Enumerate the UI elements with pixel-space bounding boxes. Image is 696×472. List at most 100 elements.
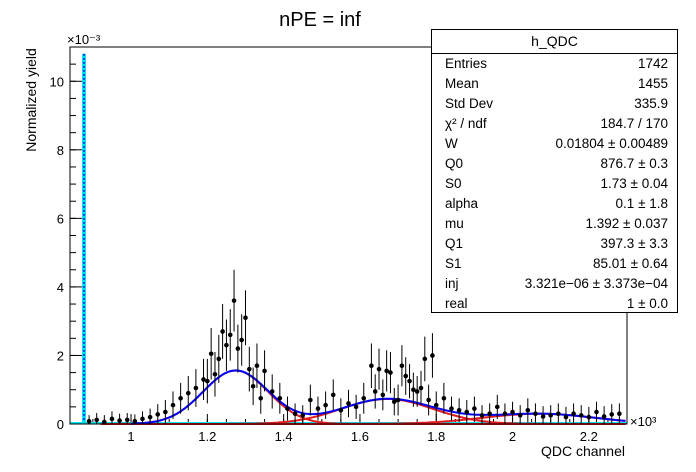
data-point	[510, 409, 515, 415]
stats-row: Std Dev 335.9	[432, 94, 677, 114]
data-point	[372, 389, 378, 394]
data-point	[185, 390, 191, 396]
stats-row-label: Std Dev	[445, 96, 494, 111]
x-tick-label: 2.2	[580, 429, 598, 444]
data-point	[422, 356, 428, 362]
data-point	[609, 412, 615, 417]
stats-row-label: Q1	[445, 236, 464, 251]
data-point	[109, 416, 115, 422]
stats-row-label: W	[445, 136, 458, 151]
data-point	[586, 414, 592, 420]
stats-row: mu 1.392 ± 0.037	[432, 214, 677, 234]
data-point	[300, 413, 306, 418]
data-point	[361, 395, 367, 401]
x-tick-label: 1.6	[351, 429, 369, 444]
x-tick-label: 1.4	[275, 429, 293, 444]
data-point	[449, 406, 454, 411]
data-point	[399, 363, 405, 369]
data-point	[201, 377, 206, 382]
data-point	[155, 412, 161, 417]
stats-row-label: S1	[445, 256, 462, 271]
data-point	[250, 384, 256, 389]
y-tick-label: 2	[57, 348, 64, 363]
data-point	[86, 418, 92, 424]
data-point	[556, 411, 561, 417]
data-point	[502, 411, 508, 417]
data-point	[224, 342, 229, 348]
data-point	[323, 402, 328, 408]
y-tick-label: 6	[57, 211, 64, 226]
stats-row: Q1 397.3 ± 3.3	[432, 234, 677, 254]
stats-box-title: h_QDC	[432, 30, 677, 54]
data-point	[540, 414, 546, 419]
stats-row: inj 3.321e−06 ± 3.373e−04	[432, 274, 677, 294]
data-point	[487, 411, 492, 417]
data-point	[231, 298, 237, 303]
data-point	[517, 413, 523, 418]
stats-row-value: 3.321e−06 ± 3.373e−04	[524, 276, 668, 291]
stats-row: χ² / ndf 184.7 / 170	[432, 114, 677, 134]
data-point	[216, 356, 222, 362]
data-point	[563, 414, 569, 420]
data-point	[285, 406, 290, 411]
data-point	[220, 329, 225, 334]
stats-row-label: S0	[445, 176, 462, 191]
data-point	[94, 417, 100, 423]
data-point	[308, 397, 313, 403]
data-point	[433, 402, 439, 408]
stats-row-value: 1 ± 0.0	[626, 296, 668, 311]
y-tick-label: 4	[57, 280, 64, 295]
chart-title: nPE = inf	[279, 9, 361, 31]
y-tick-label: 10	[50, 74, 64, 89]
y-axis-multiplier: ×10⁻³	[67, 32, 101, 47]
data-point	[494, 404, 500, 410]
data-point	[395, 397, 401, 403]
data-point	[369, 363, 374, 369]
stats-row: S0 1.73 ± 0.04	[432, 174, 677, 194]
data-point	[330, 392, 336, 398]
stats-row: Mean 1455	[432, 74, 677, 94]
data-point	[208, 351, 214, 357]
data-point	[346, 401, 351, 406]
data-point	[617, 411, 622, 417]
data-point	[193, 385, 199, 391]
data-point	[292, 411, 298, 417]
data-point	[117, 418, 122, 423]
data-point	[227, 332, 233, 338]
data-point	[262, 368, 267, 374]
y-axis-label: Normalized yield	[23, 48, 39, 151]
data-point	[430, 353, 435, 358]
x-tick-label: 1.8	[427, 429, 445, 444]
data-point	[472, 406, 477, 411]
stats-row: alpha 0.1 ± 1.8	[432, 194, 677, 214]
data-point	[594, 409, 599, 415]
x-axis-multiplier: ×10³	[630, 414, 657, 429]
data-point	[384, 368, 389, 374]
data-point	[124, 417, 130, 423]
stats-row-value: 0.01804 ± 0.00489	[555, 136, 668, 151]
stats-row-label: alpha	[445, 196, 479, 211]
data-point	[254, 363, 260, 369]
data-point	[239, 337, 244, 343]
stats-row: real 1 ± 0.0	[432, 294, 677, 314]
stats-row-value: 876.7 ± 0.3	[600, 156, 668, 171]
stats-row-label: Entries	[445, 56, 488, 71]
data-point	[403, 373, 409, 379]
stats-row-value: 0.1 ± 1.8	[615, 196, 668, 211]
stats-row-label: mu	[445, 216, 464, 231]
data-point	[178, 395, 183, 401]
stats-row-label: Q0	[445, 156, 464, 171]
data-point	[456, 407, 462, 413]
data-point	[212, 372, 218, 377]
data-point	[102, 419, 107, 425]
data-point	[578, 413, 584, 418]
data-point	[571, 411, 576, 417]
stats-row-label: real	[445, 296, 468, 311]
stats-row: W 0.01804 ± 0.00489	[432, 134, 677, 154]
x-axis-label: QDC channel	[541, 443, 625, 459]
data-point	[353, 404, 359, 410]
stats-row: S1 85.01 ± 0.64	[432, 254, 677, 274]
stats-row-value: 184.7 / 170	[600, 116, 668, 131]
data-point	[380, 392, 386, 398]
data-point	[426, 397, 431, 403]
